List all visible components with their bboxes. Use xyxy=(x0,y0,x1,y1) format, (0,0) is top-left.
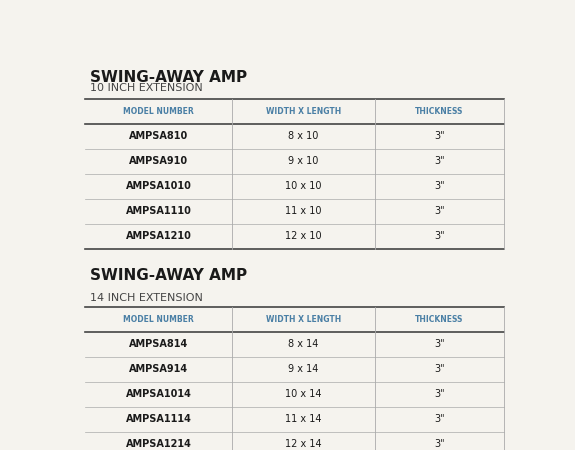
Text: AMPSA1010: AMPSA1010 xyxy=(126,181,191,191)
Text: 8 x 10: 8 x 10 xyxy=(289,131,319,141)
Text: AMPSA1214: AMPSA1214 xyxy=(126,439,191,449)
Text: AMPSA1114: AMPSA1114 xyxy=(126,414,191,424)
Text: AMPSA1014: AMPSA1014 xyxy=(126,389,191,399)
Text: SWING-AWAY AMP: SWING-AWAY AMP xyxy=(90,70,247,85)
Text: 11 x 10: 11 x 10 xyxy=(285,206,322,216)
Text: THICKNESS: THICKNESS xyxy=(415,315,463,324)
Text: WIDTH X LENGTH: WIDTH X LENGTH xyxy=(266,315,341,324)
Text: 3": 3" xyxy=(434,364,445,374)
Text: 3": 3" xyxy=(434,439,445,449)
Text: AMPSA814: AMPSA814 xyxy=(129,339,189,349)
Text: 12 x 14: 12 x 14 xyxy=(285,439,322,449)
Text: WIDTH X LENGTH: WIDTH X LENGTH xyxy=(266,107,341,116)
Text: AMPSA1110: AMPSA1110 xyxy=(126,206,191,216)
Text: 3": 3" xyxy=(434,339,445,349)
Text: 10 x 14: 10 x 14 xyxy=(285,389,322,399)
Text: AMPSA914: AMPSA914 xyxy=(129,364,189,374)
Text: AMPSA810: AMPSA810 xyxy=(129,131,189,141)
Text: 3": 3" xyxy=(434,389,445,399)
Text: AMPSA910: AMPSA910 xyxy=(129,157,189,166)
Text: 3": 3" xyxy=(434,206,445,216)
Text: 3": 3" xyxy=(434,414,445,424)
Text: 3": 3" xyxy=(434,157,445,166)
Text: 9 x 10: 9 x 10 xyxy=(289,157,319,166)
Text: THICKNESS: THICKNESS xyxy=(415,107,463,116)
Text: 8 x 14: 8 x 14 xyxy=(289,339,319,349)
Text: 3": 3" xyxy=(434,181,445,191)
Text: 14 INCH EXTENSION: 14 INCH EXTENSION xyxy=(90,293,202,303)
Text: SWING-AWAY AMP: SWING-AWAY AMP xyxy=(90,268,247,283)
Text: MODEL NUMBER: MODEL NUMBER xyxy=(124,107,194,116)
Text: 11 x 14: 11 x 14 xyxy=(285,414,322,424)
Text: 9 x 14: 9 x 14 xyxy=(289,364,319,374)
Text: 3": 3" xyxy=(434,231,445,241)
Text: 12 x 10: 12 x 10 xyxy=(285,231,322,241)
Text: 3": 3" xyxy=(434,131,445,141)
Text: MODEL NUMBER: MODEL NUMBER xyxy=(124,315,194,324)
Text: 10 INCH EXTENSION: 10 INCH EXTENSION xyxy=(90,83,202,94)
Text: AMPSA1210: AMPSA1210 xyxy=(126,231,191,241)
Text: 10 x 10: 10 x 10 xyxy=(285,181,322,191)
